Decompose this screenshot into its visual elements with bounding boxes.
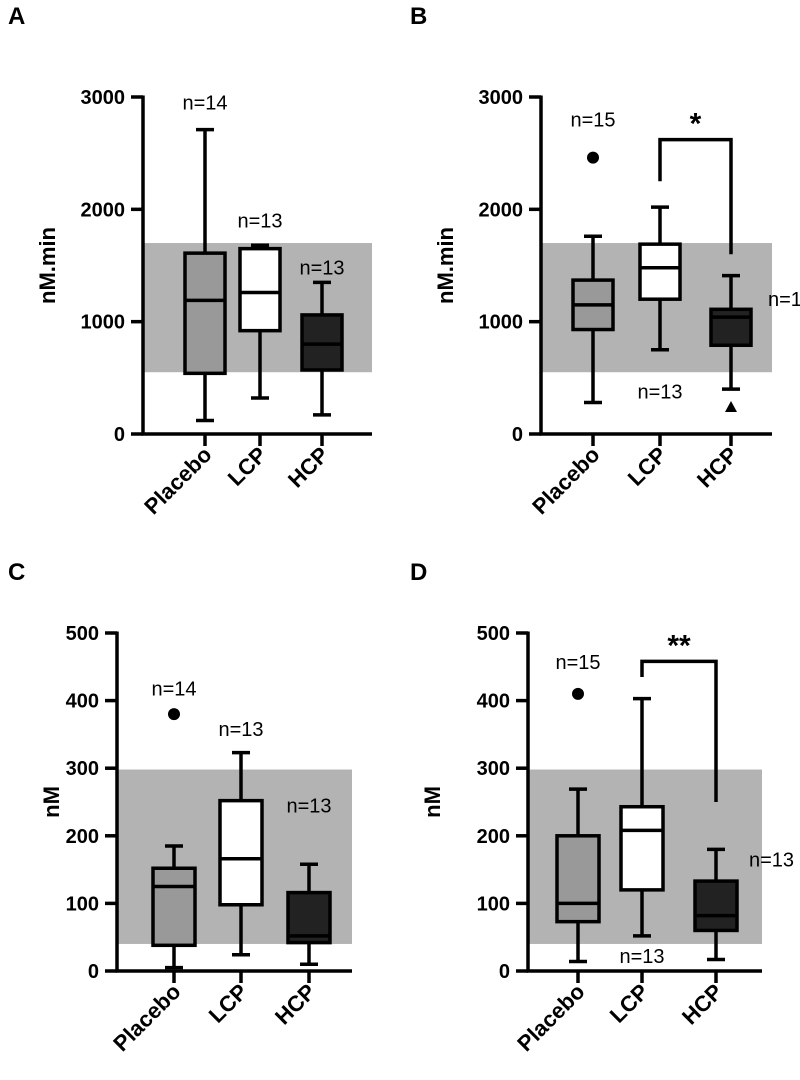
y-axis-title: nM [39,786,64,818]
box-iqr [693,879,739,933]
outlier-point [168,708,180,721]
panel-letter: D [410,559,427,586]
box-placebo [183,127,227,423]
y-tick-label: 0 [499,961,510,983]
y-axis-title: nM [420,786,445,818]
x-category-label: HCP [677,979,728,1030]
y-tick-label: 200 [66,826,99,848]
outlier-triangle [725,401,737,413]
box-lcp [619,696,665,938]
sample-size-label: n=14 [182,93,227,115]
y-tick-label: 1000 [81,312,126,334]
box-iqr [218,798,264,907]
sample-size-label: n=13 [637,381,682,403]
panel-letter: C [8,559,25,586]
outlier-point [587,151,599,164]
panel-letter: B [410,3,427,30]
box-iqr [238,246,282,333]
y-tick-label: 0 [512,424,523,446]
y-tick-label: 500 [477,623,510,645]
box-iqr [151,866,197,948]
significance-marker: * [690,108,702,141]
y-tick-label: 100 [477,893,510,915]
x-category-label: LCP [204,979,253,1028]
y-tick-label: 1000 [479,312,524,334]
box-iqr [555,834,601,924]
y-tick-label: 400 [477,691,510,713]
y-tick-label: 2000 [81,199,126,221]
box-lcp [238,243,282,400]
sample-size-label: n=13 [619,946,664,968]
panel-a: A 0 1000 2000 3000 nM.min Placebo LCP HCP n=14 n=1… [8,3,372,519]
box-iqr [183,251,227,376]
significance-bracket [658,137,733,255]
sample-size-label: n=13 [237,211,282,233]
x-category-label: HCP [270,979,321,1030]
sample-size-label: n=13 [218,719,263,741]
panel-letter: A [8,3,25,30]
x-category-label: LCP [605,979,654,1028]
sample-size-label: n=13 [299,258,344,280]
box-lcp [218,750,264,957]
box-hcp [709,273,753,413]
y-tick-label: 500 [66,623,99,645]
box-lcp [638,205,682,352]
sample-size-label: n=15 [570,109,615,131]
sample-size-label: n=14 [151,678,196,700]
panel-b: B 0 1000 2000 3000 nM.min Placebo LCP HCP n=15 n=1… [410,3,800,519]
box-iqr [709,307,753,348]
box-hcp [300,280,344,417]
y-tick-label: 400 [66,691,99,713]
sample-size-label: n=13 [749,849,794,871]
box-placebo [151,708,197,970]
y-axis-title: nM.min [433,227,458,304]
outlier-point [572,687,584,700]
x-category-label: HCP [283,442,334,493]
y-tick-label: 300 [66,758,99,780]
y-tick-label: 300 [477,758,510,780]
box-hcp [286,862,332,966]
significance-bracket [640,659,718,802]
box-hcp [693,847,739,962]
y-tick-label: 0 [114,424,125,446]
y-tick-label: 0 [88,961,99,983]
x-category-label: Placebo [527,442,604,519]
y-tick-label: 100 [66,893,99,915]
panel-c: C 0 100 200 300 400 500 nM Placebo LCP HCP n=14 n=13… [8,559,352,1056]
x-category-label: LCP [223,442,272,491]
x-category-label: LCP [623,442,672,491]
x-category-label: Placebo [512,979,589,1056]
y-axis-title: nM.min [35,227,60,304]
sample-size-label: n=13 [286,795,331,817]
sample-size-label: n=15 [555,652,600,674]
box-placebo [571,151,615,405]
x-category-label: HCP [692,442,743,493]
panel-d: D 0 100 200 300 400 500 nM Placebo LCP HCP n=15 n=13… [410,559,794,1056]
box-placebo [555,687,601,964]
significance-marker: ** [667,629,691,662]
x-category-label: Placebo [139,442,216,519]
x-category-label: Placebo [108,979,185,1056]
box-iqr [619,804,665,892]
y-tick-label: 2000 [479,199,524,221]
sample-size-label: n=13 [768,289,800,311]
y-tick-label: 200 [477,826,510,848]
box-iqr [638,242,682,301]
y-tick-label: 3000 [479,87,524,109]
y-tick-label: 3000 [81,87,126,109]
